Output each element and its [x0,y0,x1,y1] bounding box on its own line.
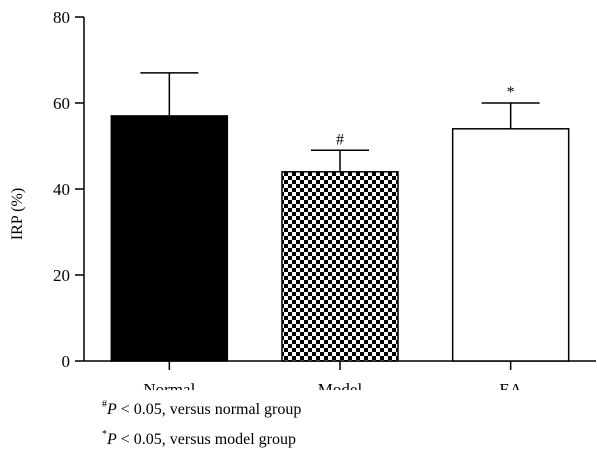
bar-chart: 0 20 40 60 80 Normal Model # EA * IRP (%) [9,8,596,390]
footnote-variable: P [107,431,117,448]
annotation-ea: * [507,84,515,101]
footnote-text: < 0.05, versus normal group [116,401,302,418]
bar-normal [110,115,229,362]
x-tick-label-model: Model [318,380,363,390]
footnote-mark: # [102,399,107,410]
bar-model [281,171,399,362]
x-tick-label-normal: Normal [143,380,195,390]
y-tick-label-20: 20 [53,266,70,285]
footnote-model-group: *P < 0.05, versus model group [102,422,301,452]
annotation-model: # [336,131,344,148]
y-tick-label-40: 40 [53,180,70,199]
footnote-normal-group: #P < 0.05, versus normal group [102,392,301,422]
footnote-variable: P [107,401,117,418]
y-tick-label-60: 60 [53,94,70,113]
x-tick-label-ea: EA [499,380,522,390]
y-axis: 0 20 40 60 80 [53,8,85,371]
footnotes: #P < 0.05, versus normal group *P < 0.05… [102,392,301,452]
footnote-mark: * [102,429,107,440]
y-tick-label-80: 80 [53,8,70,27]
y-axis-label: IRP (%) [9,188,26,240]
y-tick-label-0: 0 [62,352,71,371]
bars: Normal Model # EA * [110,72,570,390]
bar-ea [451,128,570,362]
footnote-text: < 0.05, versus model group [116,431,297,448]
